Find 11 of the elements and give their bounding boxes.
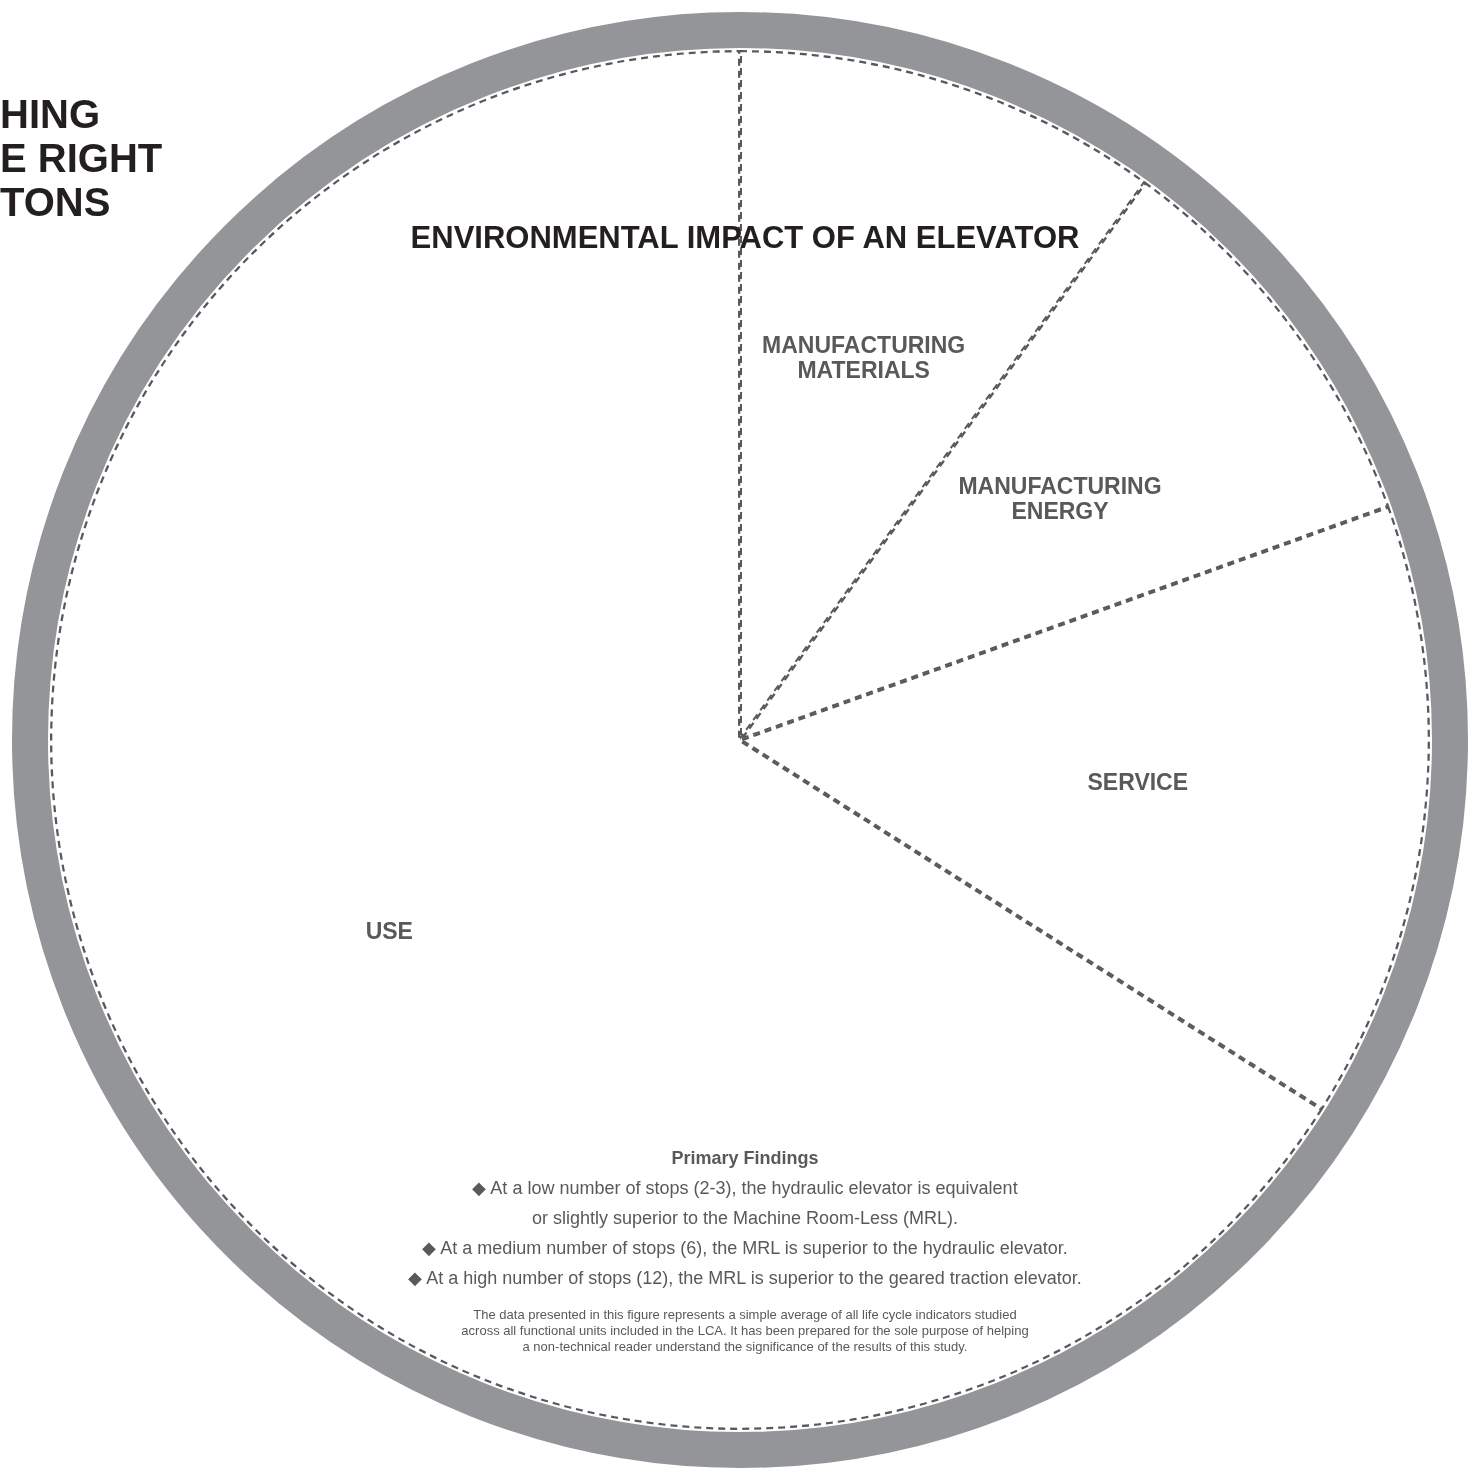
- text: Primary Findings: [670, 1147, 820, 1170]
- text: The data presented in this figure represents a simple average of all life cycle indicators studied across all functional units included in the LCA. It has been prepared for the sole purpose of helping a non-technical reader understand the significance of the results of this study.: [460, 1307, 1030, 1355]
- slice-label: MANUFACTURING ENERGY: [958, 472, 1162, 524]
- text: ◆ At a medium number of stops (6), the MRL is superior to the hydraulic elevator.: [421, 1237, 1069, 1260]
- text: ◆ At a low number of stops (2-3), the hydraulic elevator is equivalent or slightly superior to the Machine Room-Less (MRL).: [471, 1177, 1019, 1230]
- slice-label: SERVICE: [1087, 769, 1189, 796]
- text: HING E RIGHT TONS: [0, 92, 163, 224]
- slice-label: MANUFACTURING MATERIALS: [762, 332, 966, 384]
- slice-label: USE: [365, 918, 413, 945]
- text: ◆ At a high number of stops (12), the MRL is superior to the geared traction elevator.: [407, 1267, 1083, 1290]
- text: ENVIRONMENTAL IMPACT OF AN ELEVATOR: [410, 220, 1080, 255]
